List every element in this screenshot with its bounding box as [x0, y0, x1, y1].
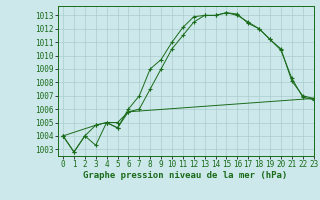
X-axis label: Graphe pression niveau de la mer (hPa): Graphe pression niveau de la mer (hPa): [84, 171, 288, 180]
